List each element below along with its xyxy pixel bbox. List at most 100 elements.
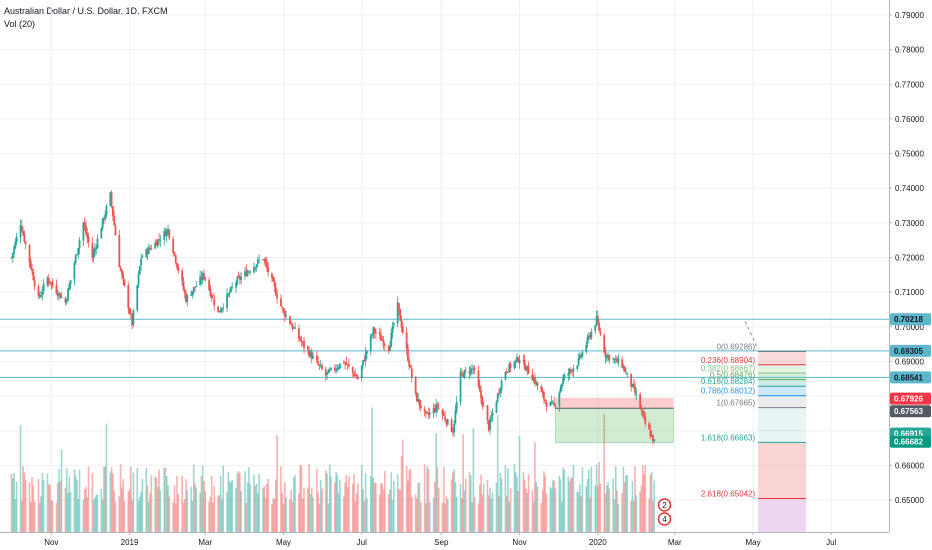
candle-body bbox=[489, 418, 491, 430]
candle-body bbox=[91, 243, 94, 258]
candle-body bbox=[200, 276, 203, 280]
volume-bar bbox=[572, 465, 575, 532]
candle-body bbox=[285, 315, 287, 317]
candlesticks bbox=[10, 190, 656, 445]
volume-bar bbox=[526, 493, 529, 532]
volume-bar bbox=[463, 490, 466, 532]
candle-body bbox=[222, 307, 225, 309]
volume-bar bbox=[416, 498, 418, 532]
price-tick-label: 0.69000 bbox=[895, 357, 924, 366]
volume-bar bbox=[167, 485, 169, 532]
volume-bar bbox=[316, 468, 318, 532]
volume-bar bbox=[434, 481, 436, 532]
volume-bar bbox=[154, 476, 157, 532]
candle-body bbox=[327, 369, 330, 374]
fib-zone bbox=[758, 442, 806, 499]
volume-bar bbox=[290, 489, 293, 532]
price-axis[interactable]: 0.79000 0.78000 0.77000 0.76000 0.75000 0.740… bbox=[889, 0, 932, 550]
candle-body bbox=[258, 259, 261, 261]
candle-body bbox=[201, 273, 204, 280]
volume-bar bbox=[461, 498, 463, 532]
candle-body bbox=[630, 373, 633, 387]
volume-bar bbox=[319, 479, 322, 532]
candle-body bbox=[535, 381, 538, 384]
candle-body bbox=[532, 378, 535, 382]
fib-level-label: 1.618(0.66663) bbox=[701, 433, 756, 442]
volume-bar bbox=[113, 490, 115, 532]
stop-loss-zone bbox=[555, 397, 674, 409]
candle-body bbox=[391, 326, 394, 334]
volume-bar bbox=[491, 492, 494, 532]
time-tick-label: Nov bbox=[44, 538, 58, 547]
volume-bar bbox=[472, 428, 475, 532]
candle-body bbox=[46, 277, 49, 285]
candle-body bbox=[545, 402, 548, 407]
candle-body bbox=[282, 308, 285, 311]
candle-body bbox=[51, 282, 54, 286]
candle-body bbox=[326, 372, 329, 375]
candle-body bbox=[47, 278, 50, 283]
short-position-tool[interactable] bbox=[555, 397, 674, 444]
candle-body bbox=[177, 266, 180, 271]
candle-body bbox=[256, 259, 259, 264]
volume-bar bbox=[86, 497, 89, 532]
volume-bar bbox=[192, 464, 195, 532]
volume-bar bbox=[596, 485, 599, 532]
candle-body bbox=[74, 255, 77, 263]
volume-bar bbox=[272, 497, 275, 532]
candle-body bbox=[136, 285, 139, 311]
volume-bar bbox=[481, 494, 484, 532]
volume-bar bbox=[360, 464, 363, 532]
volume-bar bbox=[67, 493, 69, 532]
volume-bar bbox=[301, 498, 304, 532]
candle-body bbox=[481, 397, 484, 406]
candle-body bbox=[67, 288, 69, 301]
candle-body bbox=[444, 416, 447, 421]
fib-level-label: 0.5(0.68476) bbox=[710, 371, 756, 380]
volume-badge-text: 4 bbox=[662, 515, 667, 524]
volume-bar bbox=[121, 487, 123, 532]
volume-bar bbox=[163, 468, 166, 532]
candle-body bbox=[33, 280, 36, 287]
volume-bar bbox=[509, 488, 512, 532]
candle-body bbox=[149, 247, 151, 249]
time-tick-label: Jul bbox=[357, 538, 367, 547]
volume-bar bbox=[271, 503, 273, 532]
fib-level-label: 2.618(0.65042) bbox=[701, 490, 756, 499]
candle-body bbox=[263, 259, 266, 260]
fib-zone bbox=[758, 351, 806, 365]
volume-bar bbox=[221, 499, 223, 532]
candle-body bbox=[22, 231, 24, 235]
volume-bar bbox=[141, 478, 144, 532]
price-label-text: 0.66915 bbox=[894, 430, 923, 439]
fib-zone bbox=[758, 407, 806, 443]
volume-bar bbox=[348, 476, 350, 532]
time-axis[interactable]: Nov 2019 Mar May Jul Sep Nov 2020 Mar May Jul bbox=[0, 532, 889, 550]
volume-bar bbox=[625, 475, 627, 532]
candle-body bbox=[587, 335, 590, 338]
volume-bar bbox=[294, 475, 296, 532]
candle-body bbox=[209, 288, 212, 296]
candle-body bbox=[549, 401, 552, 407]
candle-body bbox=[409, 366, 412, 368]
fib-level-label: 0(0.69286) bbox=[716, 343, 755, 352]
price-label-text: 0.69305 bbox=[894, 347, 923, 356]
candle-body bbox=[19, 225, 22, 238]
candle-body bbox=[567, 373, 570, 376]
volume-bar bbox=[82, 499, 85, 532]
volume-bar bbox=[436, 466, 439, 532]
candle-body bbox=[59, 293, 62, 299]
volume-bar bbox=[614, 466, 617, 532]
candle-body bbox=[335, 369, 338, 371]
volume-bar bbox=[435, 433, 437, 532]
volume-bar bbox=[22, 466, 24, 532]
horizontal-levels[interactable] bbox=[0, 318, 889, 378]
candle-body bbox=[598, 323, 600, 331]
fib-extension-levels[interactable]: 0(0.69286)0.236(0.68904)0.382(0.68667)0.… bbox=[701, 321, 806, 500]
volume-bar bbox=[443, 467, 445, 532]
candle-body bbox=[40, 294, 42, 298]
candle-body bbox=[396, 302, 399, 324]
volume-bar bbox=[450, 479, 453, 532]
candle-body bbox=[219, 310, 222, 313]
